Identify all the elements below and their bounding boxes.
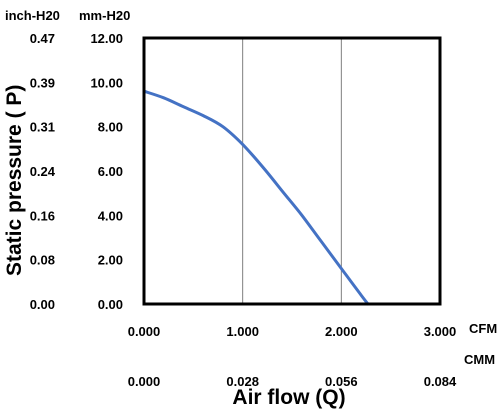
y-secondary-tick-label: 0.24 <box>30 164 56 179</box>
tick-labels: 0.00 2.00 4.00 6.00 8.00 10.00 12.00 0.00 0.08 0.… <box>30 31 457 389</box>
x-axis-title: Air flow (Q) <box>232 386 345 409</box>
pq-curve-line <box>142 89 370 306</box>
y-secondary-tick-label: 0.31 <box>30 120 55 135</box>
y-secondary-tick-label: 0.39 <box>30 75 55 90</box>
x-tick-label: 0.000 <box>128 324 161 339</box>
y-axis-title: Static pressure ( P) <box>3 85 26 276</box>
x-tick-label: 3.000 <box>424 324 457 339</box>
y-inner-unit-label: mm-H20 <box>79 8 130 23</box>
y-tick-label: 10.00 <box>90 75 123 90</box>
y-tick-label: 4.00 <box>98 208 123 223</box>
y-tick-label: 2.00 <box>98 253 123 268</box>
y-tick-label: 12.00 <box>90 31 123 46</box>
x-secondary-tick-label: 0.084 <box>424 374 457 389</box>
y-tick-label: 6.00 <box>98 164 123 179</box>
x-secondary-tick-label: 0.056 <box>325 374 358 389</box>
curve-layer <box>142 89 370 306</box>
y-secondary-tick-label: 0.00 <box>30 297 55 312</box>
y-secondary-tick-label: 0.16 <box>30 208 55 223</box>
x-secondary-unit-label: CMM <box>464 352 495 367</box>
x-secondary-tick-label: 0.000 <box>128 374 161 389</box>
y-outer-unit-label: inch-H20 <box>5 8 60 23</box>
plot-frame <box>142 36 442 306</box>
y-tick-label: 8.00 <box>98 120 123 135</box>
y-tick-label: 0.00 <box>98 297 123 312</box>
y-secondary-tick-label: 0.08 <box>30 253 55 268</box>
x-tick-label: 2.000 <box>325 324 358 339</box>
x-primary-unit-label: CFM <box>469 321 497 336</box>
y-secondary-tick-label: 0.47 <box>30 31 55 46</box>
x-tick-label: 1.000 <box>226 324 259 339</box>
gridlines <box>242 38 342 304</box>
x-secondary-tick-label: 0.028 <box>226 374 259 389</box>
